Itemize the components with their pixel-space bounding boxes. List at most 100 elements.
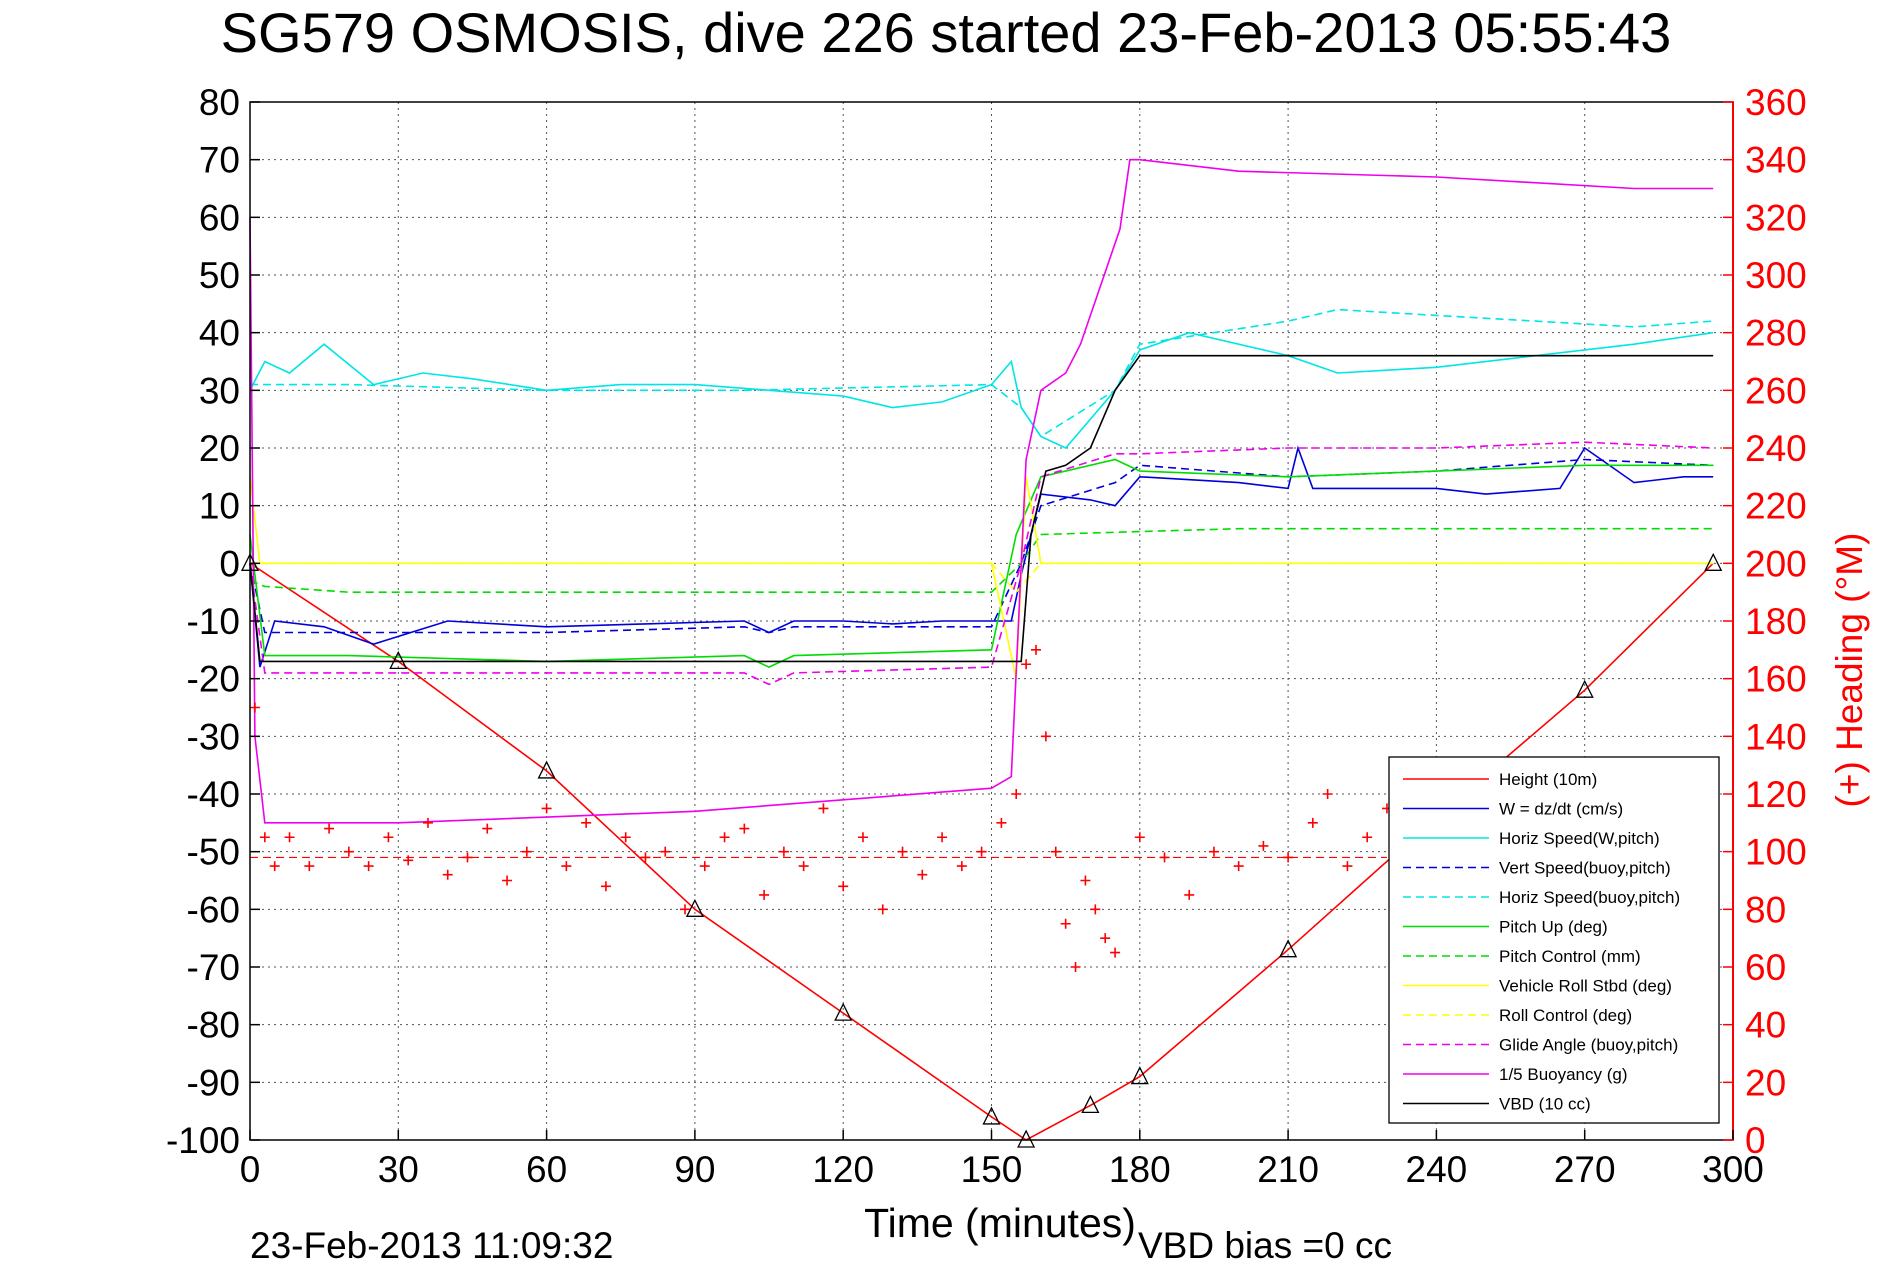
heading-point <box>442 869 453 880</box>
series-line-10 <box>249 158 1714 824</box>
y2-tick-label: 280 <box>1745 313 1807 354</box>
series-line-2 <box>249 331 1714 449</box>
legend-label: Pitch Control (mm) <box>1499 947 1641 966</box>
heading-point <box>818 803 829 814</box>
heading-point <box>1040 731 1051 742</box>
heading-point <box>917 869 928 880</box>
series-line-8 <box>250 562 1714 594</box>
chart-title: SG579 OSMOSIS, dive 226 started 23-Feb-2… <box>221 1 1672 64</box>
x-tick-label: 240 <box>1406 1149 1468 1190</box>
heading-point <box>324 823 335 834</box>
heading-point <box>857 832 868 843</box>
heading-point <box>838 881 849 892</box>
heading-point <box>304 861 315 872</box>
heading-point <box>1070 962 1081 972</box>
height-marker <box>537 760 556 779</box>
heading-point <box>739 823 750 834</box>
height-marker <box>1017 1129 1036 1148</box>
height-marker <box>1575 679 1594 698</box>
legend-label: Horiz Speed(W,pitch) <box>1499 829 1660 848</box>
x-tick-label: 90 <box>674 1149 715 1190</box>
heading-point <box>403 855 414 866</box>
vbd-bias-label: VBD bias =0 cc <box>1138 1225 1392 1262</box>
legend-label: 1/5 Buoyancy (g) <box>1499 1065 1628 1084</box>
heading-point <box>877 904 888 915</box>
heading-point <box>363 861 374 872</box>
heading-point <box>798 861 809 872</box>
heading-point <box>1090 904 1101 915</box>
heading-point <box>284 832 295 843</box>
legend-label: Vehicle Roll Stbd (deg) <box>1499 977 1672 996</box>
series-line-6 <box>249 527 1714 594</box>
y2-tick-label: 260 <box>1745 370 1807 411</box>
y-tick-label: 80 <box>199 82 240 123</box>
legend-label: Horiz Speed(buoy,pitch) <box>1499 888 1680 907</box>
y-tick-label: 10 <box>199 486 240 527</box>
heading-point <box>1011 789 1022 799</box>
y2-axis-label: (+) Heading (°M) <box>1829 533 1870 808</box>
heading-point <box>640 852 651 863</box>
heading-point <box>269 861 280 872</box>
y2-tick-label: 20 <box>1745 1062 1786 1103</box>
y2-tick-label: 40 <box>1745 1005 1786 1046</box>
heading-point <box>462 852 473 863</box>
heading-point <box>699 861 710 872</box>
x-tick-label: 120 <box>812 1149 874 1190</box>
legend-label: Roll Control (deg) <box>1499 1006 1632 1025</box>
heading-point <box>1050 846 1061 857</box>
heading-point <box>343 846 354 857</box>
heading-point <box>660 846 671 857</box>
heading-point <box>1307 817 1318 828</box>
x-tick-label: 30 <box>378 1149 419 1190</box>
y-tick-label: -40 <box>187 774 240 815</box>
y-tick-label: 30 <box>199 370 240 411</box>
legend-label: VBD (10 cc) <box>1499 1095 1591 1114</box>
y2-tick-label: 80 <box>1745 889 1786 930</box>
heading-point <box>1134 832 1145 843</box>
y-tick-label: -20 <box>187 659 240 700</box>
y-tick-label: -80 <box>187 1005 240 1046</box>
x-tick-label: 60 <box>526 1149 567 1190</box>
heading-point <box>620 832 631 843</box>
axes: 0 30 60 90 120 150 180 210 240 270 300807060504030… <box>166 82 1807 1190</box>
heading-point <box>259 832 270 843</box>
heading-point <box>482 823 493 834</box>
heading-point <box>1110 947 1121 958</box>
y2-tick-label: 60 <box>1745 947 1786 988</box>
y2-tick-label: 140 <box>1745 716 1807 757</box>
y-tick-label: -10 <box>187 601 240 642</box>
heading-point <box>1342 861 1353 872</box>
legend-label: Glide Angle (buoy,pitch) <box>1499 1036 1678 1055</box>
y-tick-label: -100 <box>166 1120 240 1161</box>
x-tick-label: 0 <box>240 1149 261 1190</box>
heading-point <box>541 803 552 814</box>
height-marker <box>685 898 704 917</box>
y-tick-label: -90 <box>187 1062 240 1103</box>
heading-point <box>1100 933 1111 944</box>
height-marker <box>389 650 408 670</box>
legend: Height (10m) W = dz/dt (cm/s) Horiz Speed(… <box>1388 756 1720 1124</box>
y2-tick-label: 0 <box>1745 1120 1766 1161</box>
heading-point <box>1208 846 1219 857</box>
legend-label: Vert Speed(buoy,pitch) <box>1499 859 1671 878</box>
heading-layer <box>249 644 1392 972</box>
x-tick-label: 270 <box>1554 1149 1616 1190</box>
y2-tick-label: 360 <box>1745 82 1807 123</box>
height-marker <box>1279 939 1298 958</box>
legend-label: W = dz/dt (cm/s) <box>1499 800 1623 819</box>
heading-point <box>1233 861 1244 872</box>
heading-point <box>996 817 1007 828</box>
y-tick-label: -70 <box>187 947 240 988</box>
heading-point <box>521 846 532 857</box>
y-tick-label: 20 <box>199 428 240 469</box>
series-line-5 <box>249 458 1714 668</box>
y2-tick-label: 340 <box>1745 140 1807 181</box>
height-marker <box>1130 1066 1149 1085</box>
y-tick-label: 60 <box>199 197 240 238</box>
x-axis-label: Time (minutes) <box>864 1200 1136 1246</box>
y2-tick-label: 100 <box>1745 832 1807 873</box>
height-marker <box>1704 552 1723 571</box>
heading-point <box>422 817 433 828</box>
y-tick-label: -50 <box>187 832 240 873</box>
